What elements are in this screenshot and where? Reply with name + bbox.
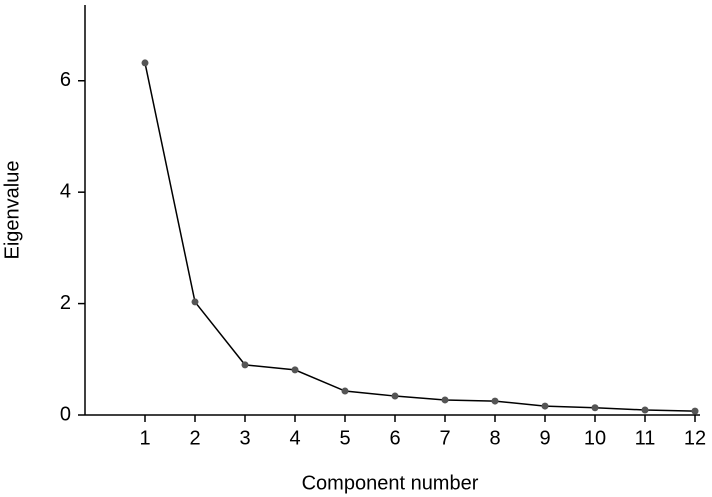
- point: [291, 366, 299, 374]
- x-tick-label: 2: [189, 427, 200, 449]
- x-tick-label: 5: [339, 427, 350, 449]
- series-line: [144, 62, 696, 412]
- point: [441, 396, 449, 404]
- y-axis-label: Eigenvalue: [1, 161, 23, 260]
- point: [691, 407, 699, 415]
- x-tick-label: 11: [635, 427, 656, 449]
- point: [641, 406, 649, 414]
- point: [241, 361, 249, 369]
- point: [591, 404, 599, 412]
- point: [341, 387, 349, 395]
- y-tick-label: 6: [60, 69, 71, 91]
- point: [141, 59, 149, 67]
- x-tick-label: 1: [139, 427, 150, 449]
- x-tick-label: 4: [289, 427, 300, 449]
- x-tick-label: 7: [439, 427, 450, 449]
- y-tick-label: 2: [60, 292, 71, 314]
- point: [491, 397, 499, 405]
- x-tick-label: 10: [584, 427, 606, 449]
- x-tick-label: 9: [539, 427, 550, 449]
- x-tick-label: 12: [684, 427, 706, 449]
- x-tick-label: 8: [489, 427, 500, 449]
- point: [391, 392, 399, 400]
- y-tick-label: 0: [60, 403, 71, 425]
- y-tick-label: 4: [60, 180, 71, 202]
- point: [191, 298, 199, 306]
- x-tick-label: 3: [239, 427, 250, 449]
- x-tick-label: 6: [389, 427, 400, 449]
- x-axis-label: Component number: [302, 472, 479, 494]
- point: [541, 402, 549, 410]
